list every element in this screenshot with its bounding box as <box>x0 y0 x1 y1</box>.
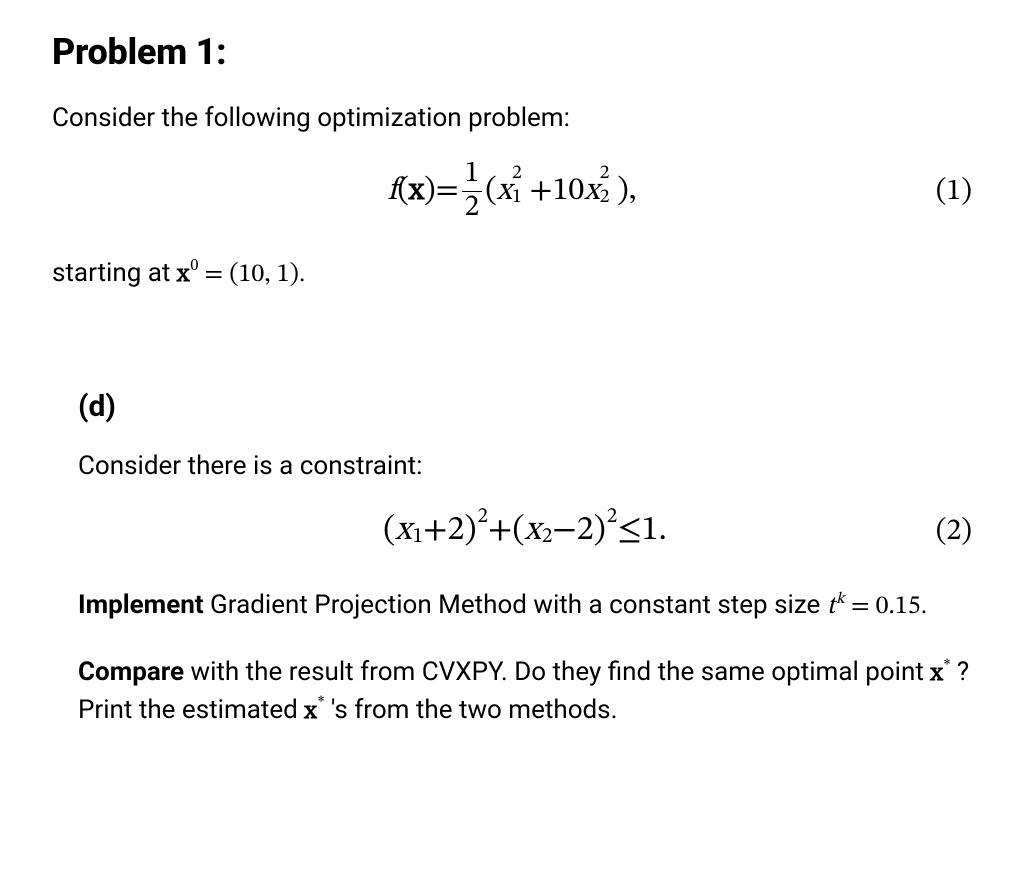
eq1-equals: = <box>436 170 459 213</box>
equation-1-row: f ( x ) = 1 2 ( x 2 1 + 10 x 2 2 ), <box>52 158 972 226</box>
eq2-rhs: 1. <box>642 509 667 555</box>
compare-vec2: x <box>304 699 316 725</box>
starting-point-line: starting at x0 = (10, 1). <box>52 256 972 293</box>
eq1-term2-sub: 2 <box>600 184 610 211</box>
step-eq: = <box>845 594 876 620</box>
eq2-t2-op: − <box>552 509 576 555</box>
eq1-arg-vec: x <box>409 170 424 213</box>
eq1-term2-sup: 2 <box>600 160 610 187</box>
compare-paragraph: Compare with the result from CVXPY. Do t… <box>78 655 972 729</box>
eq1-close: ), <box>617 170 636 213</box>
compare-vec1: x <box>930 661 942 687</box>
eq2-t1-base: x <box>395 509 411 555</box>
eq2-plus: + <box>488 509 512 555</box>
eq1-term2-base: x <box>584 170 599 213</box>
eq1-open-arg: ( <box>397 170 408 213</box>
compare-star1: * <box>944 658 951 674</box>
eq1-frac-num: 1 <box>462 160 483 189</box>
problem-intro: Consider the following optimization prob… <box>52 101 972 136</box>
eq1-fraction: 1 2 <box>462 160 483 224</box>
step-base: t <box>827 594 835 620</box>
eq2-sup1: 2 <box>477 504 487 532</box>
implement-period: . <box>921 590 928 620</box>
starting-period: . <box>299 258 306 288</box>
eq2-t2-const: 2 <box>577 509 594 555</box>
starting-equals: = <box>198 262 229 288</box>
constraint-intro: Consider there is a constraint: <box>78 449 972 484</box>
step-val: 0.15 <box>876 594 921 620</box>
eq2-open1: ( <box>383 509 395 555</box>
eq2-sup2: 2 <box>607 504 617 532</box>
eq1-frac-bar <box>462 191 483 192</box>
problem-title: Problem 1: <box>52 28 972 77</box>
eq1-coef2: 10 <box>553 170 585 213</box>
eq2-t1-sub: 1 <box>413 524 423 552</box>
eq2-t1-op: + <box>423 509 447 555</box>
compare-star2: * <box>318 695 325 711</box>
eq1-term1-base: x <box>497 170 512 213</box>
subpart-d: (d) Consider there is a constraint: ( x … <box>52 387 972 730</box>
eq1-term1-sub: 1 <box>512 184 522 211</box>
eq2-t1-const: 2 <box>448 509 465 555</box>
eq1-plus: + <box>530 170 553 213</box>
eq1-term2-subsup: 2 2 <box>600 176 618 208</box>
implement-rest: Gradient Projection Method with a consta… <box>204 590 827 620</box>
starting-prefix: starting at <box>52 258 177 288</box>
subpart-label: (d) <box>78 387 972 428</box>
starting-vec: x <box>177 262 189 288</box>
eq1-term1-subsup: 2 1 <box>512 176 530 208</box>
eq2-t2-base: x <box>525 509 541 555</box>
eq2-open2: ( <box>512 509 524 555</box>
compare-seg1: with the result from CVXPY. Do they find… <box>184 657 930 687</box>
starting-sup: 0 <box>190 258 198 274</box>
eq2-close2: ) <box>594 509 606 555</box>
compare-bold: Compare <box>78 657 184 687</box>
step-sup: k <box>836 591 845 607</box>
equation-2-row: ( x 1 + 2 ) 2 + ( x 2 − 2 ) 2 ≤ 1. (2) <box>78 506 972 558</box>
equation-2: ( x 1 + 2 ) 2 + ( x 2 − 2 ) 2 ≤ 1. <box>383 509 667 555</box>
starting-value: (10, 1) <box>229 262 299 288</box>
eq2-close1: ) <box>464 509 476 555</box>
equation-1: f ( x ) = 1 2 ( x 2 1 + 10 x 2 2 ), <box>388 160 637 224</box>
eq2-t2-sub: 2 <box>542 524 552 552</box>
problem-page: Problem 1: Consider the following optimi… <box>0 0 1024 780</box>
eq1-func: f <box>388 170 398 213</box>
implement-paragraph: Implement Gradient Projection Method wit… <box>78 588 972 625</box>
equation-1-number: (1) <box>936 171 972 212</box>
implement-bold: Implement <box>78 590 204 620</box>
equation-2-number: (2) <box>936 512 972 553</box>
eq1-close-arg: ) <box>424 170 435 213</box>
compare-seg2: 's from the two methods. <box>324 695 617 725</box>
eq2-leq: ≤ <box>617 509 641 555</box>
eq1-open: ( <box>485 170 496 213</box>
eq1-term1-sup: 2 <box>512 160 522 187</box>
eq1-frac-den: 2 <box>462 194 483 223</box>
